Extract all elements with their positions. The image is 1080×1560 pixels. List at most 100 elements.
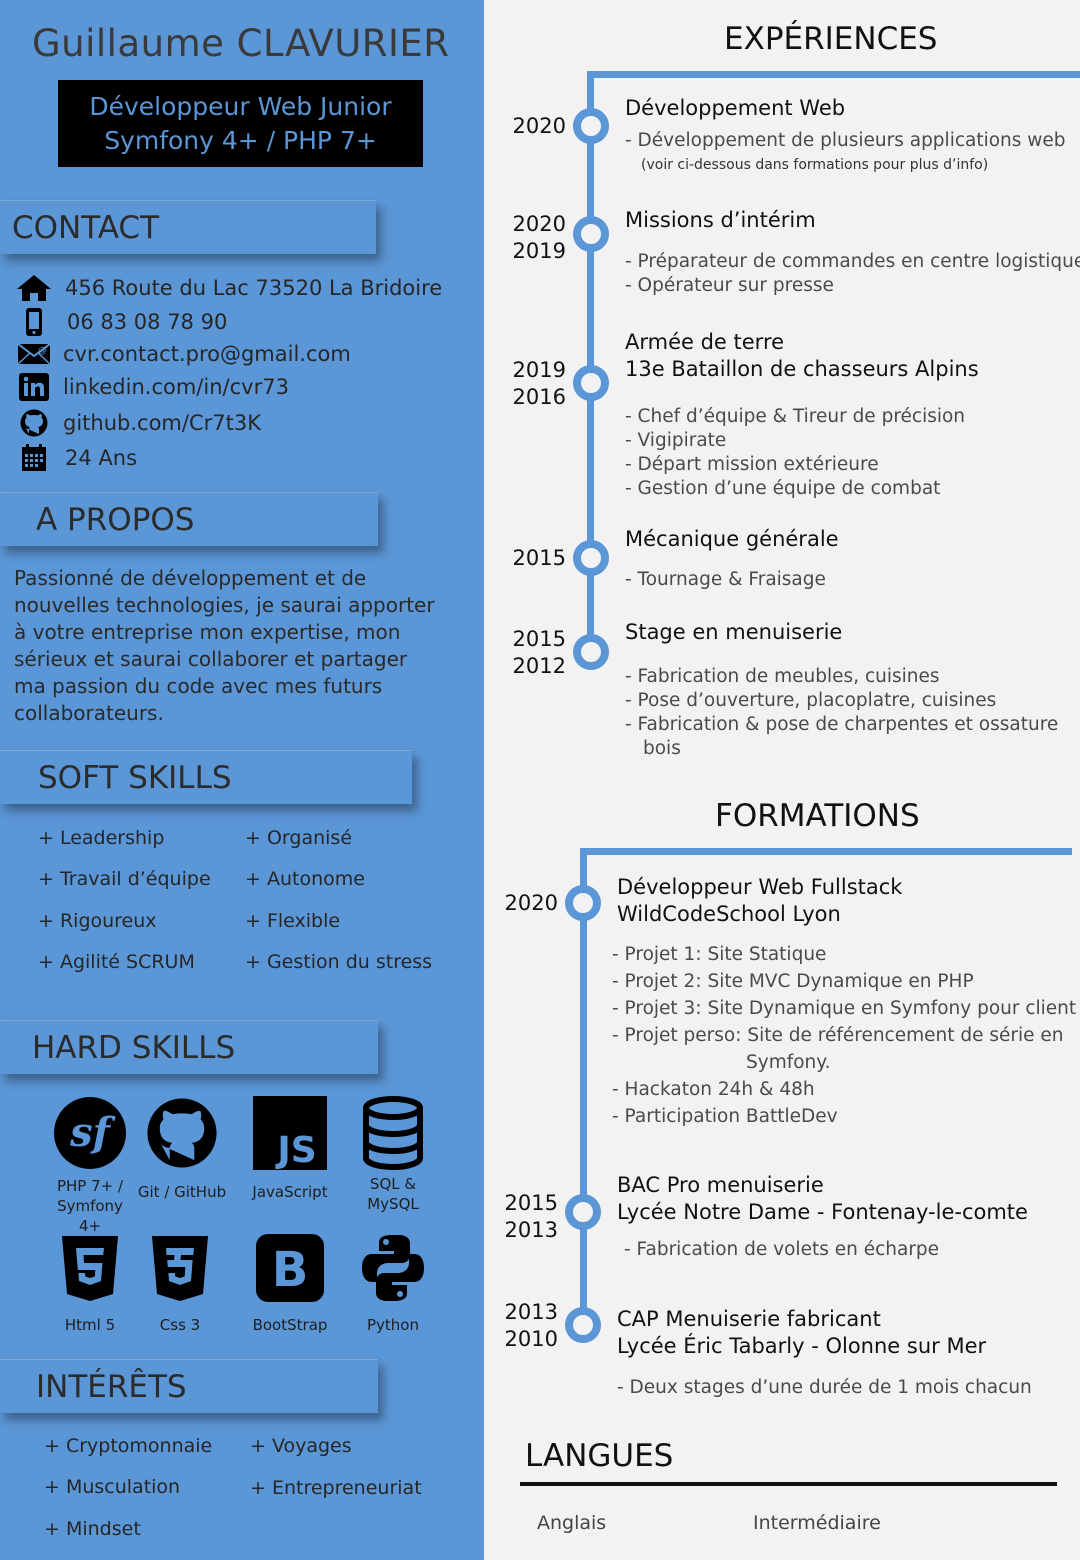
linkedin-icon <box>16 372 52 402</box>
timeline-node <box>573 365 609 401</box>
tech-git: Git / GitHub <box>137 1096 227 1202</box>
language-level: Intermédiaire <box>753 1512 881 1534</box>
tech-label: SQL & MySQL <box>367 1175 419 1213</box>
formation-detail: - Projet perso: Site de référencement de… <box>612 1025 1064 1046</box>
github-icon <box>145 1096 219 1170</box>
tech-label: Css 3 <box>159 1316 201 1334</box>
formation-title: WildCodeSchool Lyon <box>617 902 841 926</box>
contact-linkedin: linkedin.com/in/cvr73 <box>16 372 289 402</box>
interest-item: + Voyages <box>250 1435 352 1457</box>
language-name: Anglais <box>537 1512 607 1534</box>
formation-year: 2015 <box>504 1191 558 1215</box>
candidate-name: Guillaume CLAVURIER <box>32 22 450 65</box>
formation-title: BAC Pro menuiserie <box>617 1173 824 1197</box>
languages-rule <box>520 1482 1057 1486</box>
formation-detail: - Deux stages d’une durée de 1 mois chac… <box>617 1377 1032 1398</box>
job-title-line-2: Symfony 4+ / PHP 7+ <box>104 126 377 155</box>
tech-sql: SQL & MySQL <box>348 1096 438 1214</box>
experience-title: 13e Bataillon de chasseurs Alpins <box>625 357 979 381</box>
phone-icon <box>16 307 52 337</box>
job-title-line-1: Développeur Web Junior <box>89 92 392 121</box>
formations-heading: FORMATIONS <box>715 798 920 834</box>
hard-skills-heading: HARD SKILLS <box>0 1020 378 1074</box>
timeline-node <box>573 216 609 252</box>
experiences-heading: EXPÉRIENCES <box>724 21 938 57</box>
contact-age: 24 Ans <box>16 443 137 473</box>
timeline-node <box>573 540 609 576</box>
soft-skill-item: + Agilité SCRUM <box>38 951 195 973</box>
formation-detail: - Fabrication de volets en écharpe <box>624 1239 940 1260</box>
experience-title: Mécanique générale <box>625 527 839 551</box>
tech-javascript: JS JavaScript <box>245 1096 335 1202</box>
timeline-node <box>573 634 609 670</box>
timeline-top-rule <box>587 71 1080 78</box>
experience-title: Armée de terre <box>625 330 785 354</box>
formation-title: Lycée Éric Tabarly - Olonne sur Mer <box>617 1334 987 1358</box>
formation-detail: - Hackaton 24h & 48h <box>612 1079 815 1100</box>
soft-skill-item: + Leadership <box>38 827 165 849</box>
github-icon <box>16 408 52 438</box>
soft-skill-item: + Rigoureux <box>38 910 157 932</box>
mail-icon: @ <box>16 339 52 369</box>
formation-title: Développeur Web Fullstack <box>617 875 903 899</box>
formation-timeline <box>580 848 587 1328</box>
soft-skill-item: + Flexible <box>245 910 341 932</box>
job-title-box: Développeur Web Junior Symfony 4+ / PHP … <box>58 80 423 167</box>
about-heading: A PROPOS <box>0 492 378 546</box>
tech-css3: Css 3 <box>135 1231 225 1335</box>
interest-item: + Musculation <box>44 1476 181 1498</box>
experience-year: 2019 <box>512 358 566 382</box>
experience-year: 2012 <box>512 654 566 678</box>
timeline-node <box>573 108 609 144</box>
formation-year: 2013 <box>504 1300 558 1324</box>
experience-year: 2020 <box>512 114 566 138</box>
tech-label: JavaScript <box>252 1183 328 1201</box>
tech-label: Html 5 <box>64 1316 116 1334</box>
soft-skill-item: + Organisé <box>245 827 353 849</box>
database-icon <box>356 1096 430 1170</box>
tech-html5: Html 5 <box>45 1231 135 1335</box>
experience-detail: - Tournage & Fraisage <box>625 569 826 590</box>
experience-detail: bois <box>643 738 681 759</box>
github-text[interactable]: github.com/Cr7t3K <box>63 411 261 435</box>
about-text: Passionné de développement et de nouvell… <box>14 566 435 725</box>
svg-text:sf: sf <box>69 1109 116 1156</box>
svg-text:B: B <box>272 1242 309 1298</box>
interest-item: + Cryptomonnaie <box>44 1435 213 1457</box>
experience-title: Missions d’intérim <box>625 208 816 232</box>
formation-title: Lycée Notre Dame - Fontenay-le-comte <box>617 1200 1028 1224</box>
calendar-icon <box>16 443 52 473</box>
experience-note: (voir ci-dessous dans formations pour pl… <box>641 157 989 173</box>
left-sidebar: Guillaume CLAVURIER Développeur Web Juni… <box>0 0 484 1560</box>
bootstrap-icon: B <box>253 1231 327 1305</box>
experience-year: 2015 <box>512 546 566 570</box>
formation-detail: - Participation BattleDev <box>612 1106 838 1127</box>
css3-icon <box>143 1231 217 1305</box>
formation-year: 2013 <box>504 1218 558 1242</box>
formation-year: 2010 <box>504 1327 558 1351</box>
experience-detail: - Développement de plusieurs application… <box>625 130 1066 151</box>
contact-email: @ cvr.contact.pro@gmail.com <box>16 339 351 369</box>
experience-title: Développement Web <box>625 96 846 120</box>
experience-detail: - Fabrication & pose de charpentes et os… <box>625 714 1059 735</box>
interests-heading: INTÉRÊTS <box>0 1359 378 1413</box>
experience-detail: - Opérateur sur presse <box>625 275 834 296</box>
linkedin-text[interactable]: linkedin.com/in/cvr73 <box>63 375 289 399</box>
email-text[interactable]: cvr.contact.pro@gmail.com <box>63 342 351 366</box>
address-text: 456 Route du Lac 73520 La Bridoire <box>65 276 443 300</box>
experience-title: Stage en menuiserie <box>625 620 843 644</box>
svg-text:JS: JS <box>274 1130 316 1170</box>
formation-detail: - Projet 3: Site Dynamique en Symfony po… <box>612 998 1077 1019</box>
svg-text:@: @ <box>38 346 47 356</box>
experience-detail: - Départ mission extérieure <box>625 454 879 475</box>
home-icon <box>16 273 52 303</box>
tech-label: PHP 7+ / Symfony 4+ <box>56 1177 124 1235</box>
timeline-node <box>565 1307 601 1343</box>
soft-skill-item: + Autonome <box>245 868 365 890</box>
experience-detail: - Fabrication de meubles, cuisines <box>625 666 940 687</box>
timeline-node <box>565 1194 601 1230</box>
experience-detail: - Chef d’équipe & Tireur de précision <box>625 406 966 427</box>
experience-year: 2016 <box>512 385 566 409</box>
interest-item: + Entrepreneuriat <box>250 1477 422 1499</box>
soft-skills-heading: SOFT SKILLS <box>0 750 412 804</box>
